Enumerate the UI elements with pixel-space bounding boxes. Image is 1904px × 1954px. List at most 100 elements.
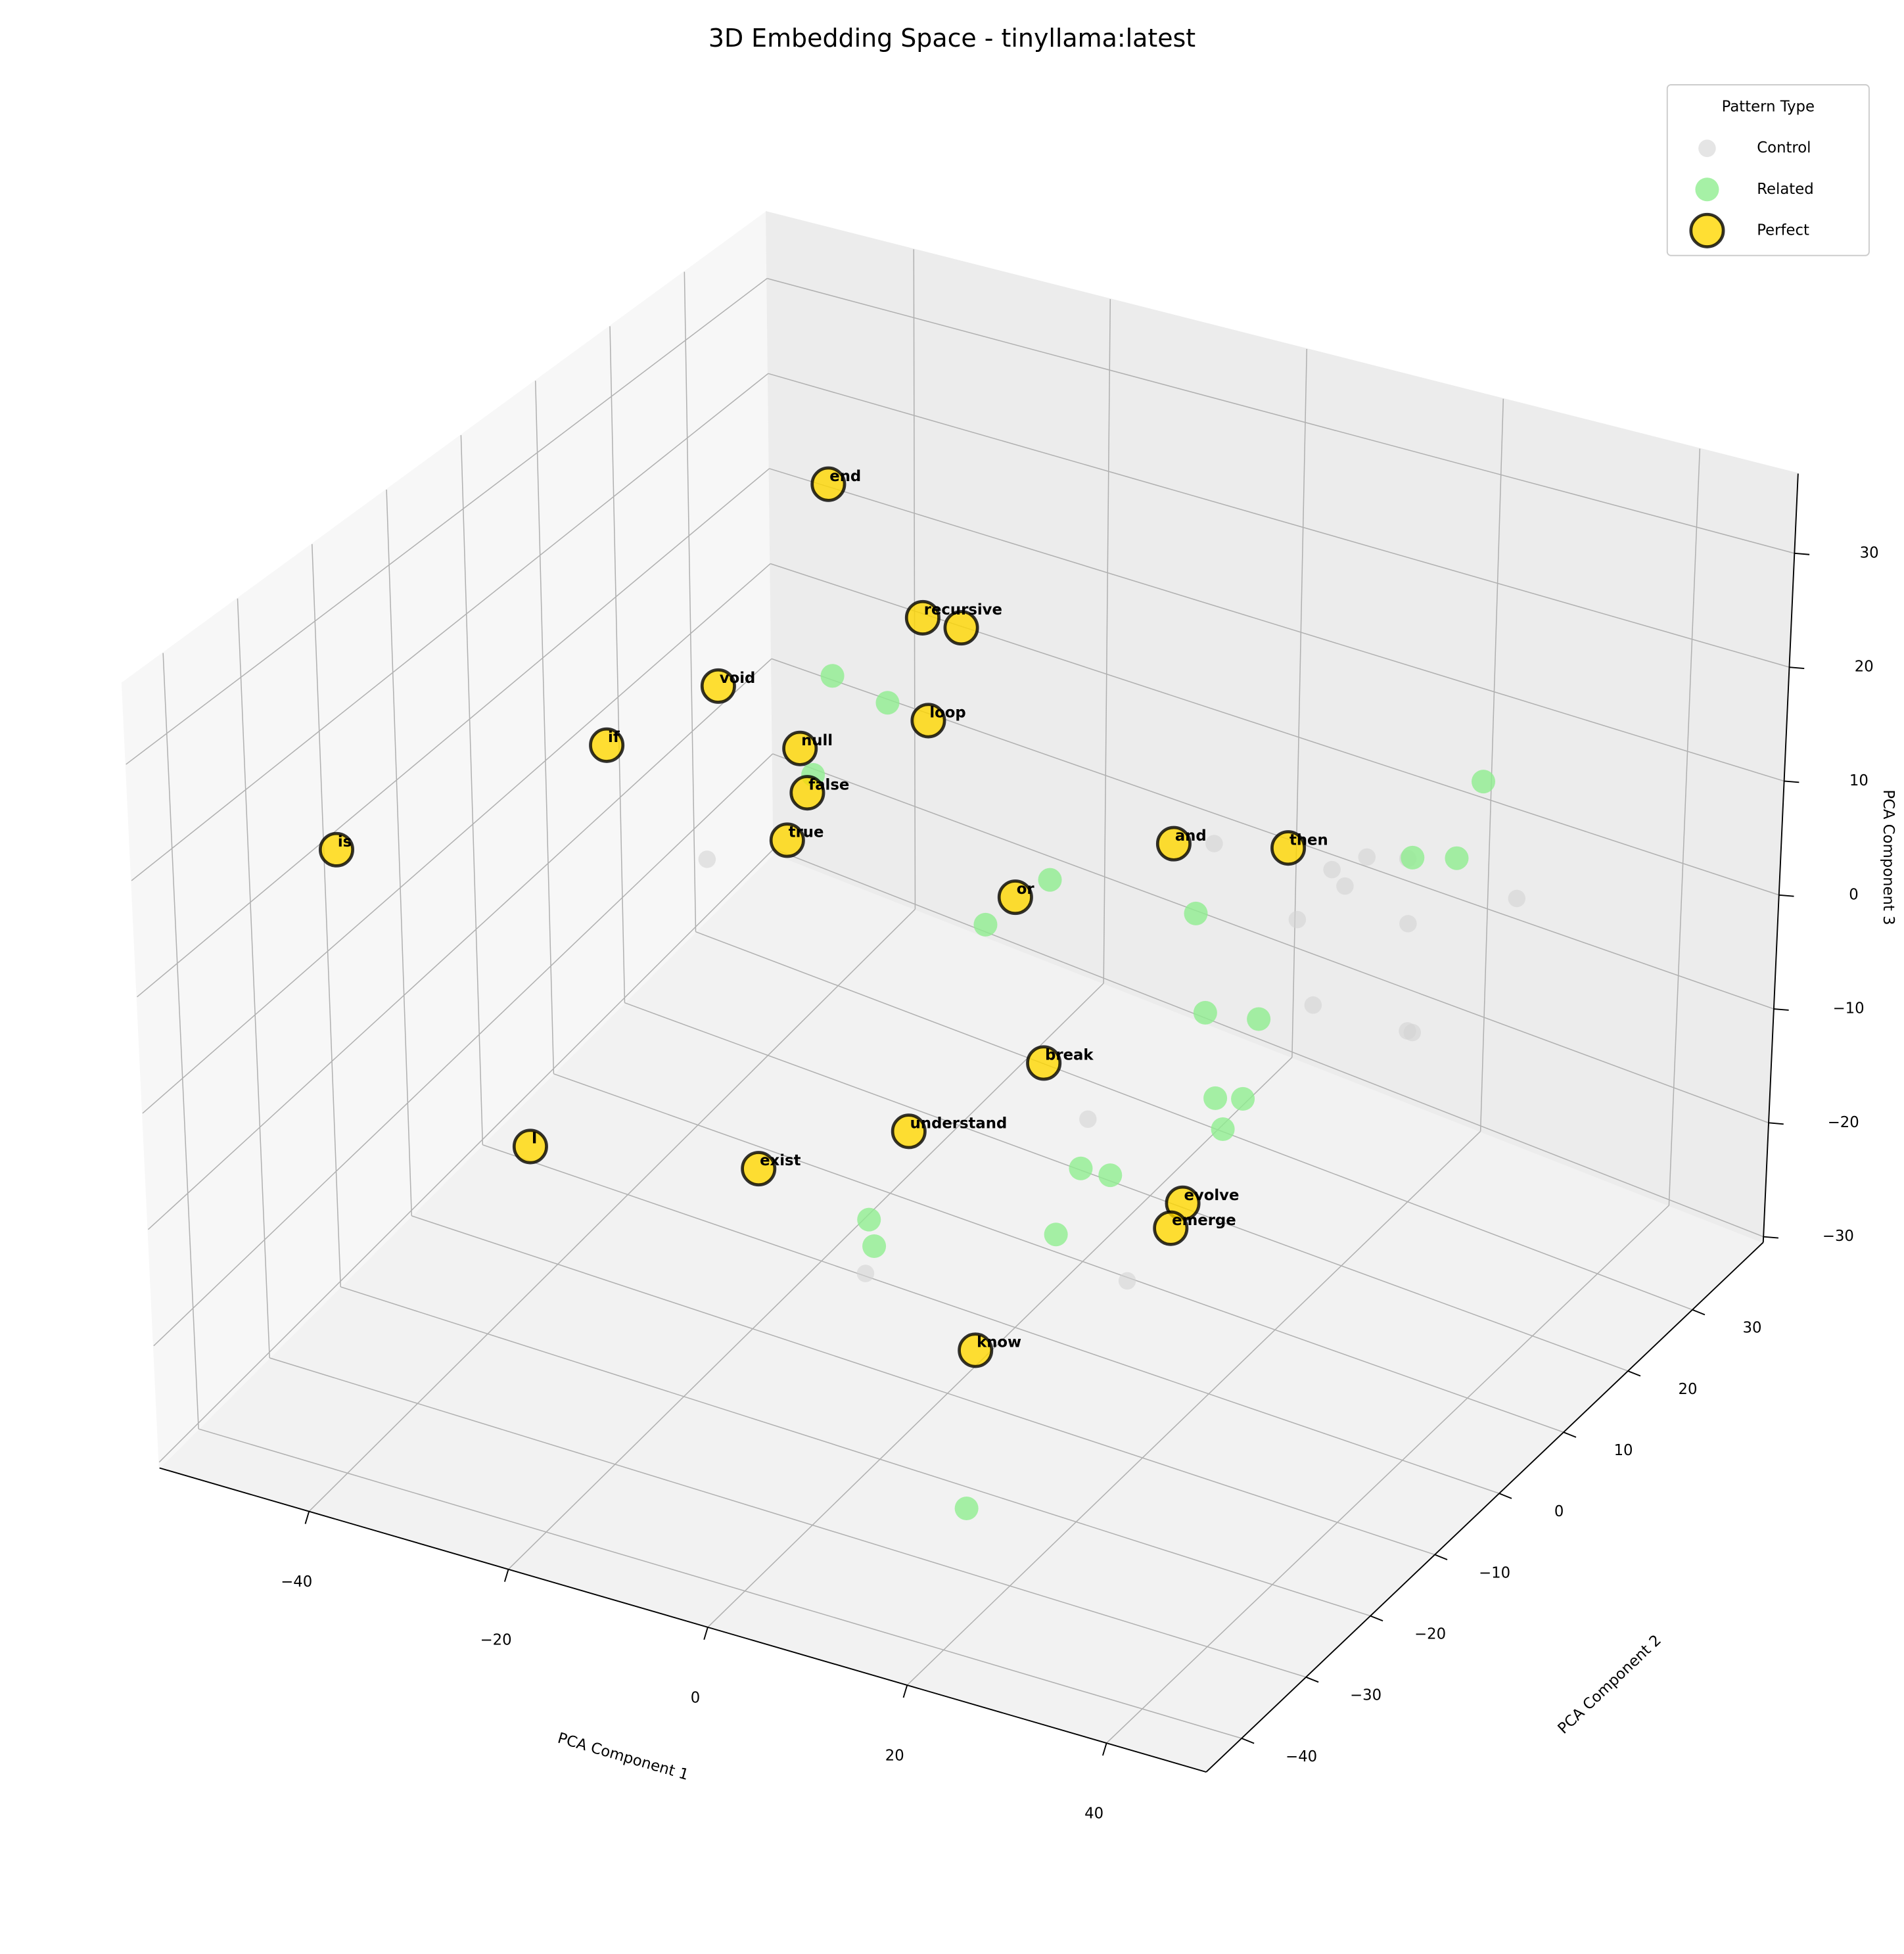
panes (121, 210, 1799, 1773)
legend-marker (1698, 139, 1716, 157)
grid-line (411, 1215, 1435, 1556)
y-tick (1370, 1615, 1383, 1622)
z-tick-label: 0 (1849, 886, 1858, 903)
z-tick (1763, 1236, 1778, 1239)
grid-line (1291, 348, 1308, 1058)
legend-marker (1689, 212, 1725, 248)
y-axis-title: PCA Component 2 (1554, 1632, 1664, 1738)
point-label: loop (929, 705, 965, 722)
point-label: know (977, 1334, 1021, 1351)
point (1193, 1000, 1217, 1025)
point (1205, 835, 1223, 852)
grid-line (137, 468, 770, 998)
grid-line (158, 849, 774, 1463)
point (698, 850, 716, 868)
grid-line (198, 1428, 1242, 1739)
point (973, 912, 998, 937)
point (891, 1113, 927, 1150)
point-label: and (1175, 827, 1207, 845)
point (857, 1207, 881, 1232)
point-label: true (789, 824, 824, 841)
grid-line (126, 278, 768, 765)
point-label: void (720, 670, 756, 687)
point-labels: end recursive void loop if null false true is or a… (338, 468, 1328, 1351)
point (1155, 826, 1192, 862)
z-tick (1778, 894, 1794, 897)
point (904, 599, 940, 636)
y-tick-label: 0 (1554, 1503, 1564, 1520)
z-tick (1794, 552, 1810, 555)
grid-line (1479, 398, 1504, 1132)
grid-line (772, 753, 1769, 1124)
point (997, 879, 1033, 916)
x-tick (902, 1685, 908, 1698)
z-tick (1768, 1122, 1784, 1125)
point (1026, 1045, 1062, 1081)
grid-line (534, 381, 555, 1074)
z-tick (1773, 1008, 1789, 1011)
legend: Pattern Type Control Related Perfect (1666, 84, 1870, 256)
point-label: recursive (924, 601, 1002, 618)
grid-line (609, 326, 626, 1003)
grid-line (684, 271, 697, 932)
point-label: understand (910, 1115, 1008, 1132)
x-tick (1102, 1742, 1107, 1756)
point (1336, 877, 1354, 895)
point (789, 775, 825, 811)
point (1069, 1156, 1093, 1180)
grid-line (553, 1073, 1564, 1433)
grid-line (386, 489, 413, 1216)
x-tick-label: −40 (281, 1573, 312, 1591)
point (954, 1496, 979, 1521)
z-tick-label: 20 (1855, 659, 1874, 676)
point (856, 1265, 875, 1282)
x-tick-label: 20 (885, 1748, 904, 1765)
y-tick (1434, 1554, 1448, 1560)
legend-title: Pattern Type (1722, 99, 1815, 116)
grid-line (153, 753, 774, 1347)
axes: −40 −20 0 20 40 −40 −30 −20 −10 0 10 20 30 −30 −20 −10 0… (159, 473, 1879, 1823)
y-tick-label: −10 (1479, 1564, 1510, 1581)
point (1203, 1086, 1228, 1110)
point-label: false (808, 776, 849, 793)
point (1270, 830, 1307, 866)
x-tick (503, 1569, 509, 1582)
point (700, 668, 736, 704)
grid-line (131, 373, 769, 881)
point (1445, 846, 1469, 870)
z-axis-title: PCA Component 3 (1880, 789, 1897, 925)
grid-line (1668, 448, 1701, 1206)
legend-label: Control (1757, 139, 1811, 156)
point (1403, 1023, 1422, 1042)
point (1184, 901, 1208, 925)
point (875, 691, 900, 715)
y-tick-label: −40 (1286, 1748, 1317, 1765)
point (1079, 1110, 1097, 1128)
point (1247, 1007, 1271, 1031)
point (943, 610, 979, 646)
z-tick-label: 30 (1860, 544, 1879, 561)
z-tick (1784, 780, 1800, 783)
point (769, 822, 805, 858)
y-tick-label: −20 (1414, 1626, 1446, 1643)
point (1038, 868, 1062, 892)
z-tick-label: 10 (1849, 772, 1869, 789)
y-tick (1692, 1309, 1706, 1316)
point (1358, 848, 1376, 866)
point (1508, 889, 1526, 908)
grid-line (460, 435, 484, 1145)
point (318, 831, 355, 868)
grid-line (768, 373, 1790, 668)
points (318, 466, 1526, 1521)
point (1231, 1086, 1255, 1111)
z-tick (1789, 666, 1805, 669)
legend-label: Perfect (1757, 221, 1809, 239)
z-tick-label: −20 (1828, 1114, 1859, 1131)
y-tick (1627, 1370, 1641, 1377)
grid-line (769, 468, 1784, 782)
grid-line (147, 658, 772, 1230)
y-tick (1563, 1431, 1577, 1438)
point (862, 1234, 887, 1258)
y-tick-label: 20 (1679, 1381, 1698, 1398)
grid-line (308, 908, 916, 1512)
